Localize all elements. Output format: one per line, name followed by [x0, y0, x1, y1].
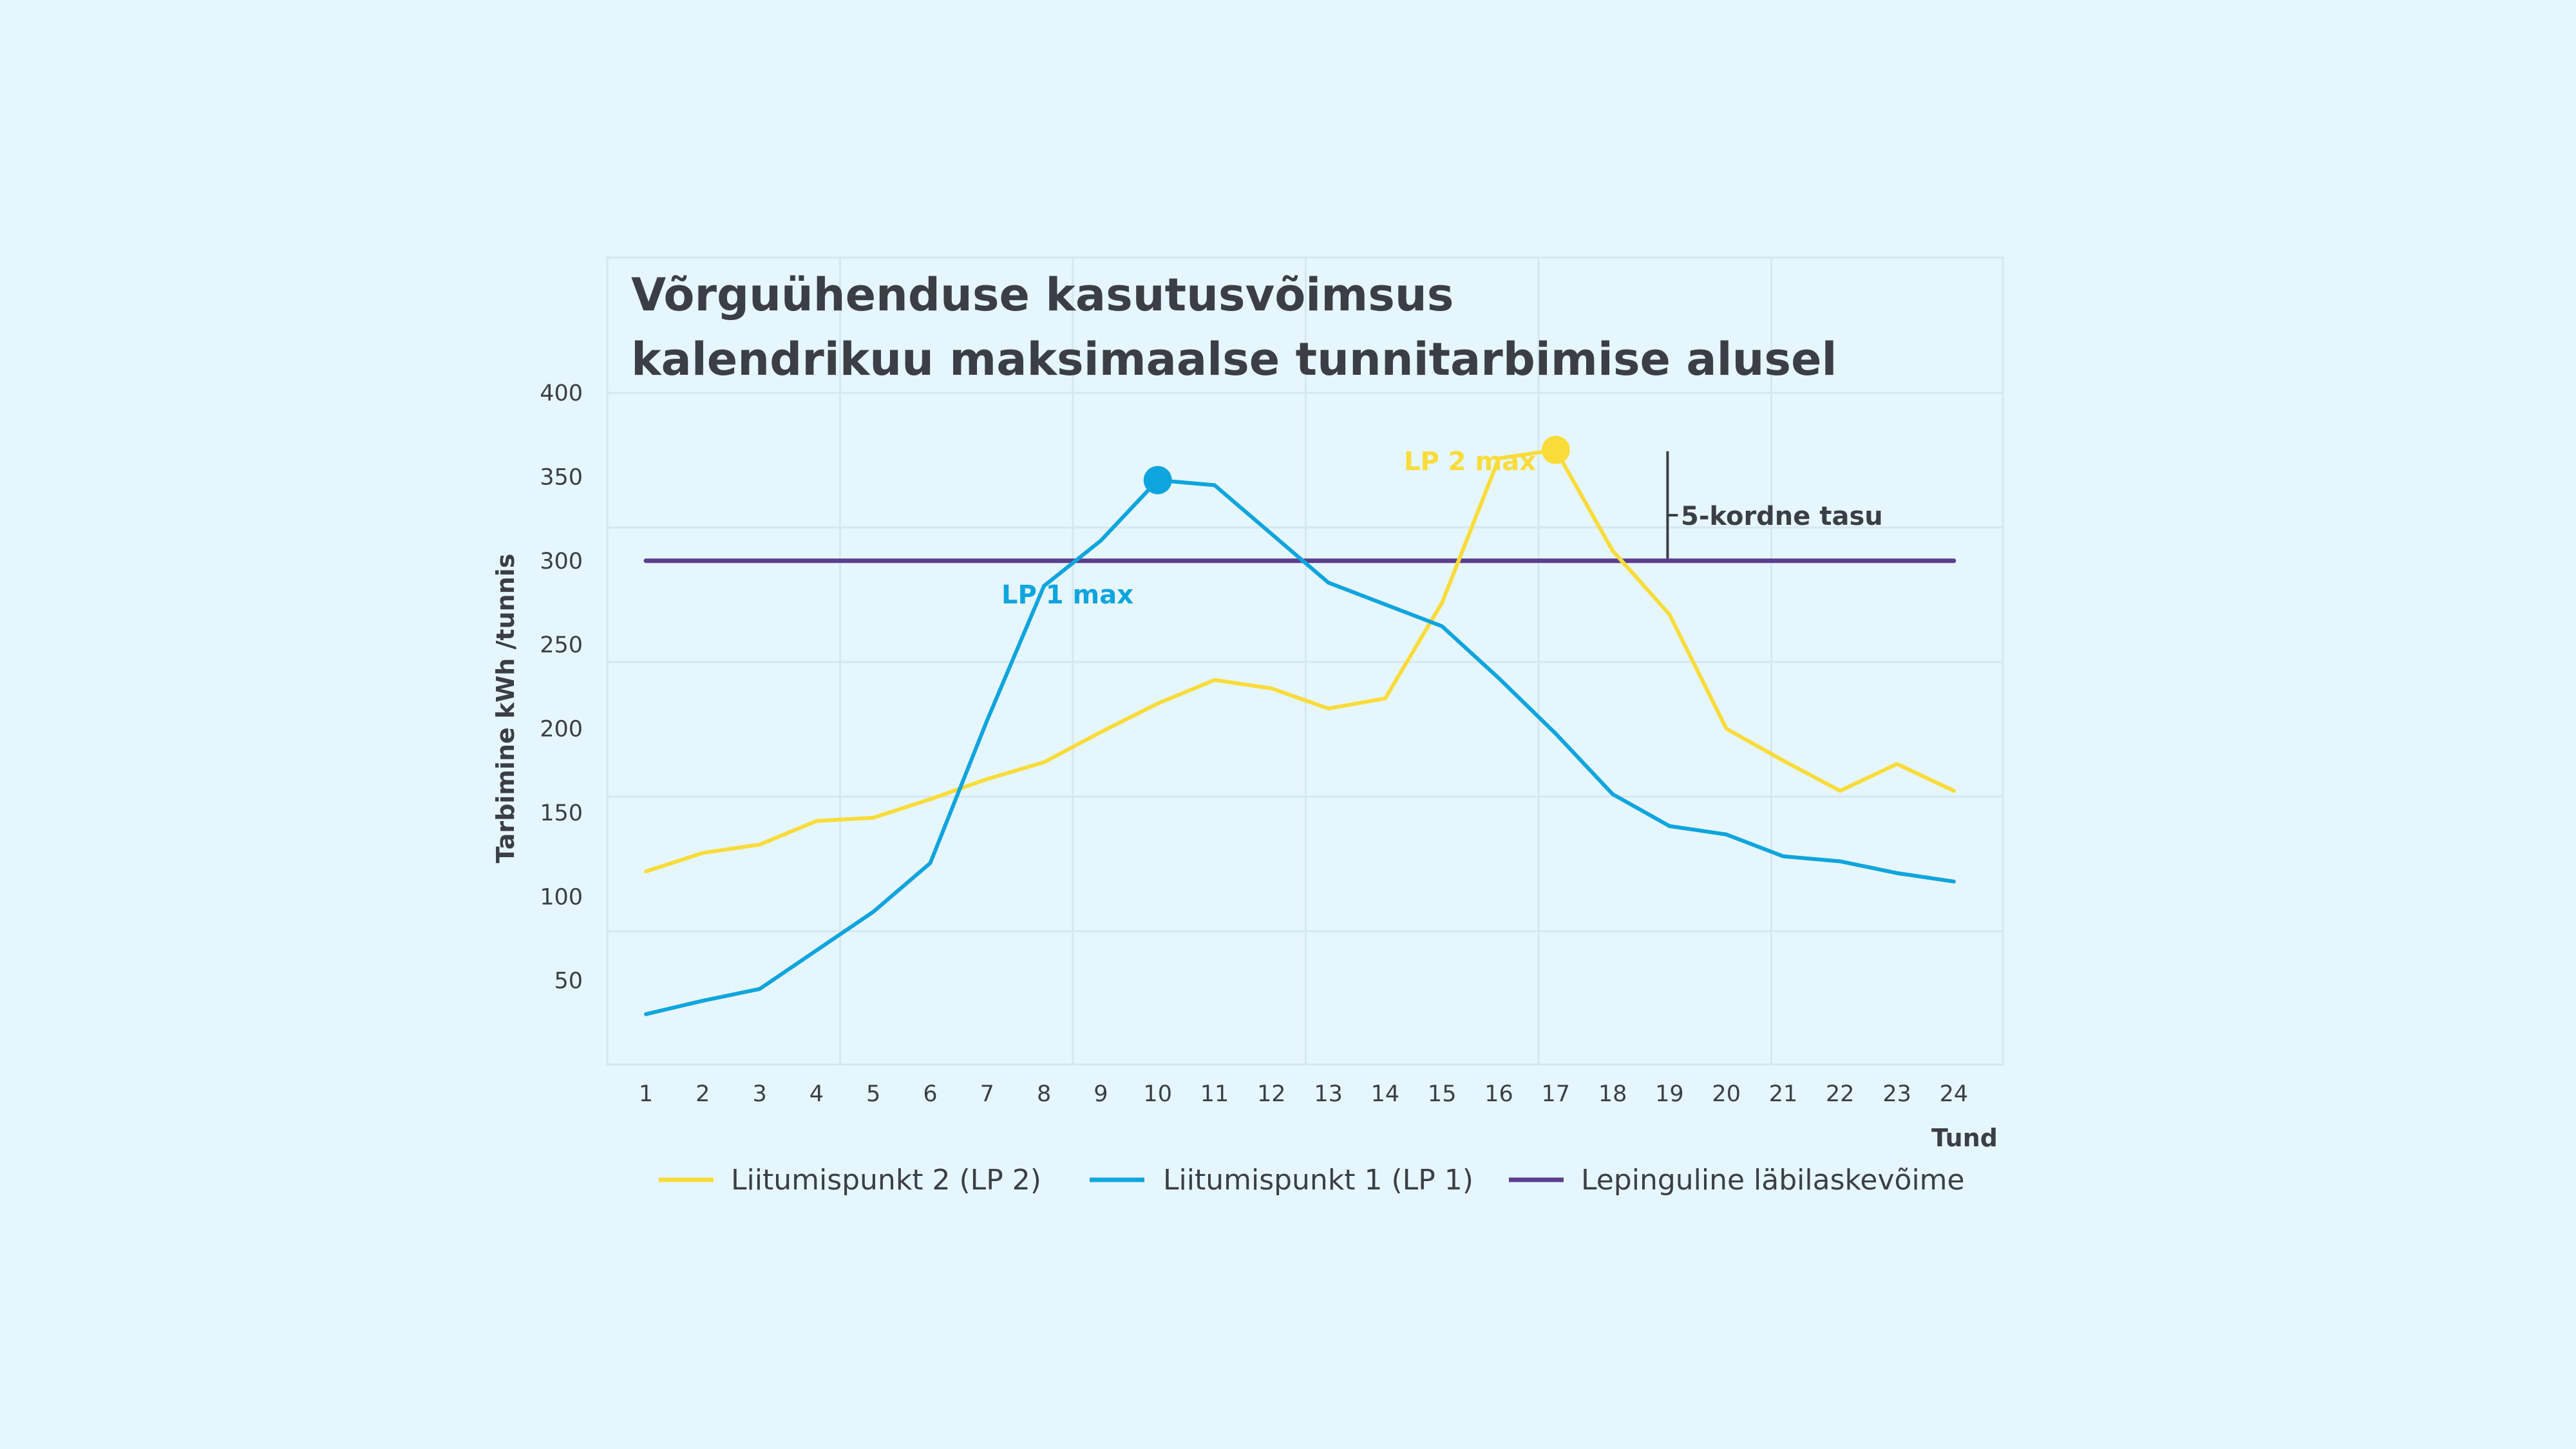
- fee-marker: [1666, 451, 1678, 560]
- y-tick-label: 150: [540, 800, 583, 826]
- y-tick-label: 100: [540, 884, 583, 910]
- x-tick-label: 7: [980, 1081, 994, 1107]
- x-tick-label: 9: [1094, 1081, 1108, 1107]
- x-tick-label: 8: [1037, 1081, 1051, 1107]
- legend-label-lp2: Liitumispunkt 2 (LP 2): [731, 1164, 1041, 1197]
- x-tick-label: 23: [1882, 1081, 1911, 1107]
- x-tick-label: 11: [1200, 1081, 1229, 1107]
- x-tick-label: 18: [1598, 1081, 1627, 1107]
- max-points: [1143, 435, 1570, 495]
- lp2-max-label: LP 2 max: [1404, 447, 1536, 477]
- x-tick-label: 5: [866, 1081, 880, 1107]
- y-tick-label: 250: [540, 632, 583, 658]
- lp1-max-point: [1143, 466, 1172, 495]
- series-line-lp1: [644, 478, 1956, 1016]
- fee-label: 5-kordne tasu: [1681, 502, 1883, 531]
- y-axis-label: Tarbimine kWh /tunnis: [491, 554, 520, 864]
- y-tick-label: 200: [540, 717, 583, 743]
- x-tick-labels: 1 2 3 4 5 6 7 8 9 10 11 12 13 14 15 16 17 18 19 20 21 22 23 24: [639, 1081, 1968, 1107]
- y-tick-label: 400: [540, 381, 583, 406]
- series-layer: [643, 448, 1956, 1016]
- x-tick-label: 1: [639, 1081, 653, 1107]
- x-axis-label: Tund: [1931, 1124, 1998, 1152]
- x-tick-label: 17: [1542, 1081, 1571, 1107]
- lp1-max-label: LP 1 max: [1001, 580, 1133, 610]
- y-tick-labels: 50 100 150 200 250 300 350 400: [540, 381, 583, 994]
- x-tick-label: 22: [1826, 1081, 1855, 1107]
- x-tick-label: 6: [923, 1081, 937, 1107]
- x-tick-label: 24: [1940, 1081, 1969, 1107]
- x-tick-label: 15: [1428, 1081, 1457, 1107]
- x-tick-label: 12: [1257, 1081, 1286, 1107]
- x-tick-label: 21: [1769, 1081, 1798, 1107]
- y-tick-label: 300: [540, 549, 583, 574]
- chart-title-line-2: kalendrikuu maksimaalse tunnitarbimise a…: [631, 333, 1837, 386]
- lp2-max-point: [1541, 435, 1570, 464]
- x-tick-label: 20: [1712, 1081, 1741, 1107]
- legend-label-contract: Lepinguline läbilaskevõime: [1581, 1164, 1965, 1197]
- y-tick-label: 350: [540, 464, 583, 490]
- x-tick-label: 19: [1655, 1081, 1684, 1107]
- chart-title-line-1: Võrguühenduse kasutusvõimsus: [631, 269, 1454, 321]
- x-tick-label: 16: [1484, 1081, 1513, 1107]
- legend: Liitumispunkt 2 (LP 2) Liitumispunkt 1 (…: [659, 1164, 1965, 1197]
- x-tick-label: 13: [1314, 1081, 1343, 1107]
- x-tick-label: 3: [752, 1081, 766, 1107]
- grid: [607, 258, 2003, 1065]
- x-tick-label: 10: [1143, 1081, 1172, 1107]
- x-tick-label: 4: [810, 1081, 824, 1107]
- series-line-lp2: [644, 448, 1956, 874]
- x-tick-label: 2: [696, 1081, 710, 1107]
- y-tick-label: 50: [554, 969, 583, 994]
- legend-label-lp1: Liitumispunkt 1 (LP 1): [1163, 1164, 1473, 1197]
- x-tick-label: 14: [1371, 1081, 1400, 1107]
